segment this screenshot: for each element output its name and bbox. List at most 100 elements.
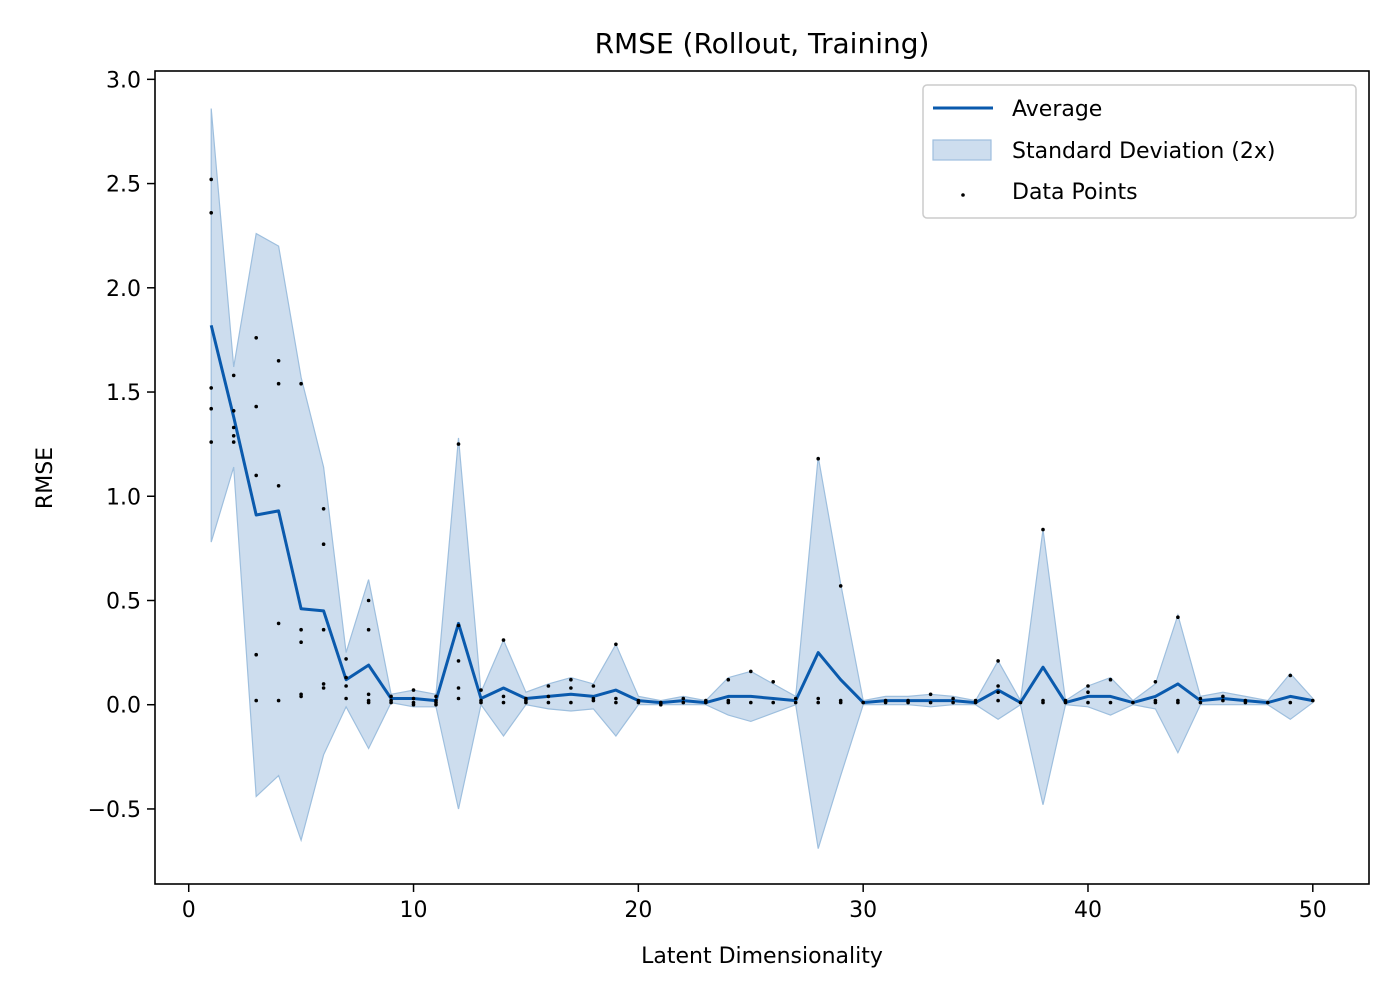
data-point [569, 700, 573, 705]
y-tick-label: −0.5 [88, 798, 141, 823]
data-point [614, 696, 618, 701]
data-point [726, 677, 731, 682]
y-axis-ticks: −0.5 0.0 0.5 1.0 1.5 2.0 2.5 3.0 [88, 68, 155, 823]
data-point [1198, 696, 1203, 701]
x-axis-ticks: 0 10 20 30 40 50 [182, 884, 1327, 923]
plot-area [209, 108, 1315, 849]
x-tick-label: 20 [624, 898, 652, 923]
data-point [1221, 694, 1225, 699]
data-point [389, 694, 393, 699]
data-point [479, 688, 483, 692]
data-point [996, 698, 1000, 703]
y-tick-label: 0.0 [106, 694, 141, 719]
data-point [1198, 700, 1203, 705]
data-point [928, 692, 933, 697]
data-point [456, 659, 461, 663]
data-point [1311, 698, 1315, 703]
data-point [254, 336, 258, 340]
data-point [1288, 673, 1293, 678]
data-point [344, 675, 348, 680]
data-point [996, 684, 1000, 688]
data-point [1176, 700, 1180, 705]
data-point [366, 692, 371, 697]
legend-average-label: Average [1012, 97, 1102, 122]
data-point [321, 682, 326, 686]
x-tick-label: 50 [1299, 898, 1327, 923]
data-point [1086, 700, 1090, 705]
data-point [816, 700, 820, 705]
data-point [928, 700, 933, 705]
data-point [838, 584, 843, 588]
data-point [276, 381, 281, 386]
data-point [209, 177, 213, 182]
data-point [209, 406, 213, 411]
average-line [209, 324, 1314, 705]
data-point [973, 700, 978, 705]
x-tick-label: 0 [182, 898, 196, 923]
data-point [231, 409, 236, 413]
legend-points-label: Data Points [1012, 180, 1138, 205]
data-point [344, 696, 348, 701]
y-tick-label: 2.5 [106, 173, 141, 198]
data-point [456, 696, 461, 701]
data-point [434, 694, 438, 699]
data-point [254, 652, 258, 657]
data-point [231, 425, 236, 430]
y-tick-label: 3.0 [106, 68, 141, 93]
data-point [209, 440, 213, 444]
data-point [681, 696, 686, 701]
data-point [951, 700, 955, 705]
std-band [210, 108, 1314, 849]
data-point [1063, 700, 1068, 705]
data-point [209, 386, 213, 390]
data-point [793, 696, 798, 701]
data-point [209, 211, 213, 215]
data-point [524, 700, 528, 705]
data-point [546, 684, 551, 688]
data-point [299, 694, 303, 699]
data-point [276, 698, 281, 703]
data-point [1288, 700, 1293, 705]
data-point [276, 621, 281, 626]
data-point [299, 627, 303, 632]
data-point [1153, 700, 1158, 705]
data-point [231, 434, 236, 438]
data-point [996, 690, 1000, 694]
data-point [501, 700, 506, 705]
data-point [479, 700, 483, 705]
data-point [366, 700, 371, 705]
data-point [1243, 700, 1248, 705]
data-point [816, 696, 820, 701]
x-tick-label: 10 [400, 898, 428, 923]
data-point [321, 542, 326, 546]
data-point [456, 623, 461, 628]
x-tick-label: 30 [849, 898, 877, 923]
data-point [816, 456, 820, 461]
data-point [614, 700, 618, 705]
data-point [299, 381, 303, 386]
data-point [366, 627, 371, 632]
data-point [569, 677, 573, 682]
data-point [456, 442, 461, 446]
y-tick-label: 1.5 [106, 381, 141, 406]
data-point [254, 404, 258, 409]
data-point [299, 640, 303, 644]
data-point [951, 696, 955, 701]
data-point [1041, 527, 1045, 532]
data-point [366, 598, 371, 603]
y-tick-label: 1.0 [106, 485, 141, 510]
data-point [1131, 700, 1135, 705]
data-point [1266, 700, 1270, 705]
data-point [749, 700, 753, 705]
y-axis-label: RMSE [33, 447, 58, 509]
x-tick-label: 40 [1074, 898, 1102, 923]
data-point [254, 473, 258, 478]
data-point [546, 700, 551, 705]
data-point [456, 686, 461, 690]
data-point [1108, 700, 1113, 705]
data-point [321, 627, 326, 632]
data-point [1176, 615, 1180, 619]
data-point [659, 702, 663, 707]
data-point [1086, 690, 1090, 694]
